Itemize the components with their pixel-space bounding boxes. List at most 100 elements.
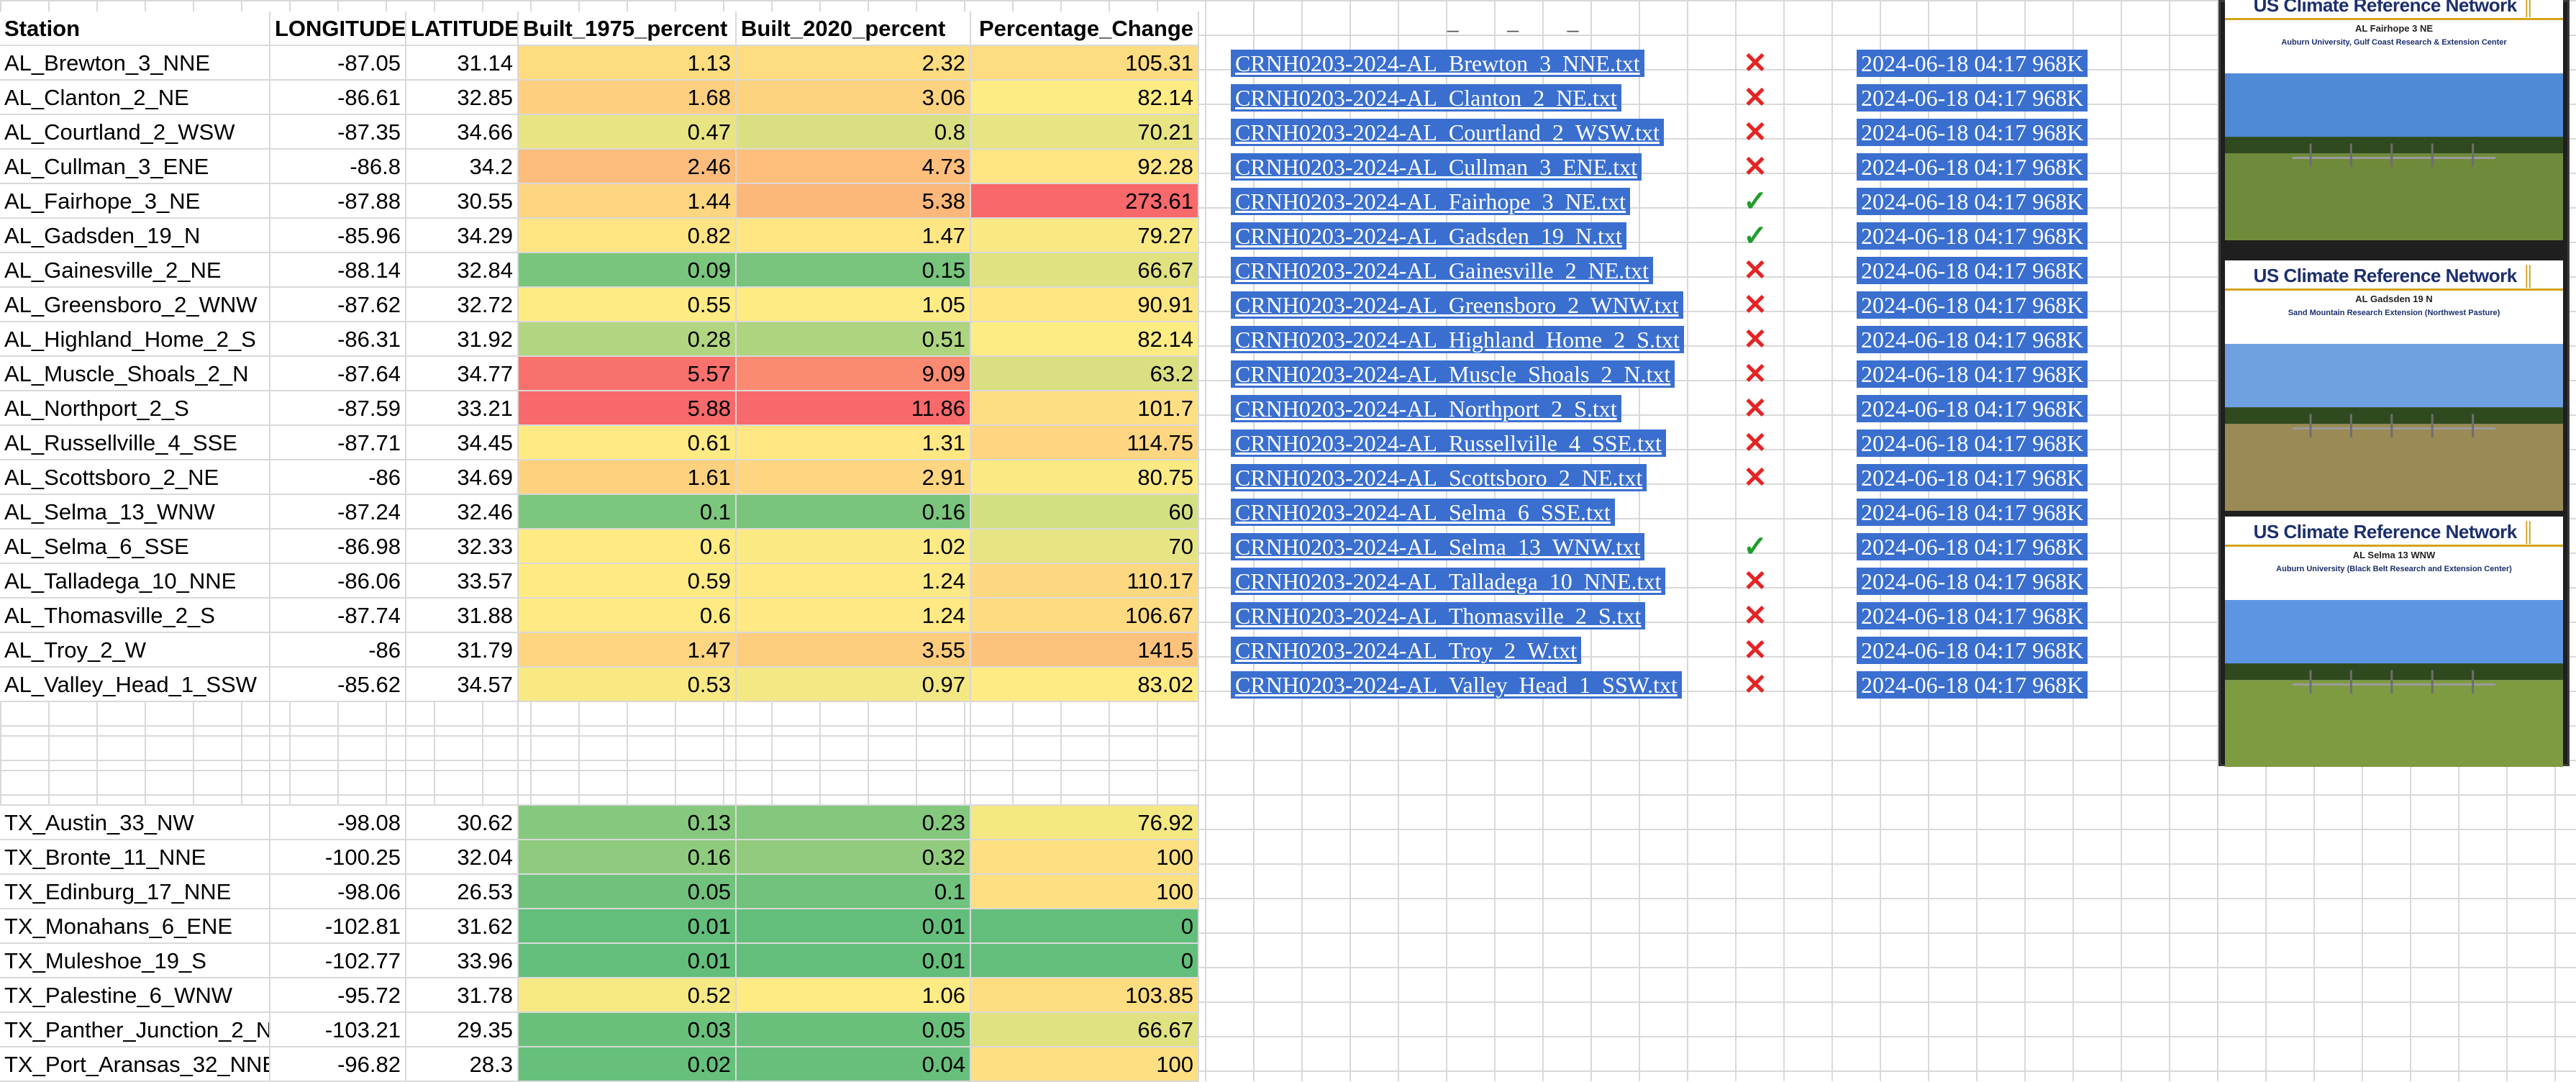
built-1975-cell[interactable]: 0.59 xyxy=(519,564,737,599)
column-header-station[interactable]: Station xyxy=(0,12,270,46)
latitude-cell[interactable]: 32.84 xyxy=(406,253,519,288)
built-1975-cell[interactable]: 0.16 xyxy=(519,840,737,875)
empty-cell[interactable] xyxy=(519,771,737,806)
built-1975-cell[interactable]: 1.13 xyxy=(519,46,737,81)
station-cell[interactable]: AL_Valley_Head_1_SSW xyxy=(0,668,270,702)
latitude-cell[interactable]: 29.35 xyxy=(406,1013,519,1047)
file-link[interactable]: CRNH0203-2024-AL_Gainesville_2_NE.txt xyxy=(1231,257,1654,284)
built-1975-cell[interactable]: 1.61 xyxy=(519,460,737,495)
longitude-cell[interactable]: -86.98 xyxy=(270,529,406,564)
file-link[interactable]: CRNH0203-2024-AL_Russellville_4_SSE.txt xyxy=(1231,429,1666,457)
longitude-cell[interactable]: -87.05 xyxy=(270,46,406,81)
built-2020-cell[interactable]: 0.04 xyxy=(737,1047,971,1082)
empty-cell[interactable] xyxy=(0,771,270,806)
percentage-change-cell[interactable]: 101.7 xyxy=(971,391,1199,426)
station-cell[interactable]: TX_Muleshoe_19_S xyxy=(0,944,270,978)
file-link[interactable]: CRNH0203-2024-AL_Scottsboro_2_NE.txt xyxy=(1231,464,1647,491)
percentage-change-cell[interactable]: 60 xyxy=(971,495,1199,529)
percentage-change-cell[interactable]: 90.91 xyxy=(971,288,1199,322)
station-cell[interactable]: AL_Selma_13_WNW xyxy=(0,495,270,529)
latitude-cell[interactable]: 33.21 xyxy=(406,391,519,426)
percentage-change-cell[interactable]: 106.67 xyxy=(971,599,1199,633)
built-2020-cell[interactable]: 0.01 xyxy=(737,909,971,944)
latitude-cell[interactable]: 34.66 xyxy=(406,115,519,150)
latitude-cell[interactable]: 31.88 xyxy=(406,599,519,633)
built-2020-cell[interactable]: 2.91 xyxy=(737,460,971,495)
empty-cell[interactable] xyxy=(406,771,519,806)
station-photo-card[interactable]: US Climate Reference Network ║ AL Fairhop… xyxy=(2225,0,2563,240)
percentage-change-cell[interactable]: 70.21 xyxy=(971,115,1199,150)
latitude-cell[interactable]: 32.33 xyxy=(406,529,519,564)
longitude-cell[interactable]: -87.35 xyxy=(270,115,406,150)
built-1975-cell[interactable]: 0.52 xyxy=(519,978,737,1013)
built-2020-cell[interactable]: 0.1 xyxy=(737,875,971,909)
station-cell[interactable]: TX_Monahans_6_ENE xyxy=(0,909,270,944)
longitude-cell[interactable]: -86 xyxy=(270,633,406,668)
percentage-change-cell[interactable]: 114.75 xyxy=(971,426,1199,460)
empty-cell[interactable] xyxy=(406,702,519,737)
latitude-cell[interactable]: 31.92 xyxy=(406,322,519,357)
latitude-cell[interactable]: 34.57 xyxy=(406,668,519,702)
file-link[interactable]: CRNH0203-2024-AL_Cullman_3_ENE.txt xyxy=(1231,153,1642,181)
longitude-cell[interactable]: -87.88 xyxy=(270,184,406,219)
built-2020-cell[interactable]: 0.05 xyxy=(737,1013,971,1047)
built-1975-cell[interactable]: 0.53 xyxy=(519,668,737,702)
percentage-change-cell[interactable]: 100 xyxy=(971,840,1199,875)
percentage-change-cell[interactable]: 82.14 xyxy=(971,81,1199,115)
built-1975-cell[interactable]: 0.01 xyxy=(519,909,737,944)
built-1975-cell[interactable]: 0.03 xyxy=(519,1013,737,1047)
percentage-change-cell[interactable]: 0 xyxy=(971,909,1199,944)
station-photo-card[interactable]: US Climate Reference Network ║ AL Selma 1… xyxy=(2225,517,2563,767)
station-cell[interactable]: AL_Brewton_3_NNE xyxy=(0,46,270,81)
longitude-cell[interactable]: -102.81 xyxy=(270,909,406,944)
latitude-cell[interactable]: 31.79 xyxy=(406,633,519,668)
station-cell[interactable]: TX_Bronte_11_NNE xyxy=(0,840,270,875)
built-2020-cell[interactable]: 5.38 xyxy=(737,184,971,219)
latitude-cell[interactable]: 30.55 xyxy=(406,184,519,219)
longitude-cell[interactable]: -87.64 xyxy=(270,357,406,391)
percentage-change-cell[interactable]: 83.02 xyxy=(971,668,1199,702)
percentage-change-cell[interactable]: 63.2 xyxy=(971,357,1199,391)
station-cell[interactable]: AL_Troy_2_W xyxy=(0,633,270,668)
percentage-change-cell[interactable]: 70 xyxy=(971,529,1199,564)
empty-cell[interactable] xyxy=(519,737,737,771)
built-2020-cell[interactable]: 1.47 xyxy=(737,219,971,253)
percentage-change-cell[interactable]: 66.67 xyxy=(971,253,1199,288)
station-cell[interactable]: TX_Port_Aransas_32_NNE xyxy=(0,1047,270,1082)
empty-cell[interactable] xyxy=(737,737,971,771)
built-1975-cell[interactable]: 0.09 xyxy=(519,253,737,288)
built-2020-cell[interactable]: 1.05 xyxy=(737,288,971,322)
built-1975-cell[interactable]: 0.82 xyxy=(519,219,737,253)
file-link[interactable]: CRNH0203-2024-AL_Troy_2_W.txt xyxy=(1231,637,1581,664)
column-header-built-1975[interactable]: Built_1975_percent xyxy=(519,12,737,46)
built-2020-cell[interactable]: 1.24 xyxy=(737,564,971,599)
built-2020-cell[interactable]: 0.15 xyxy=(737,253,971,288)
empty-cell[interactable] xyxy=(406,737,519,771)
latitude-cell[interactable]: 26.53 xyxy=(406,875,519,909)
file-link[interactable]: CRNH0203-2024-AL_Courtland_2_WSW.txt xyxy=(1231,119,1664,146)
built-1975-cell[interactable]: 2.46 xyxy=(519,150,737,184)
percentage-change-cell[interactable]: 103.85 xyxy=(971,978,1199,1013)
built-1975-cell[interactable]: 0.13 xyxy=(519,806,737,840)
longitude-cell[interactable]: -95.72 xyxy=(270,978,406,1013)
longitude-cell[interactable]: -87.74 xyxy=(270,599,406,633)
station-cell[interactable]: TX_Edinburg_17_NNE xyxy=(0,875,270,909)
empty-cell[interactable] xyxy=(270,737,406,771)
built-2020-cell[interactable]: 2.32 xyxy=(737,46,971,81)
longitude-cell[interactable]: -86.06 xyxy=(270,564,406,599)
built-1975-cell[interactable]: 1.47 xyxy=(519,633,737,668)
built-1975-cell[interactable]: 5.88 xyxy=(519,391,737,426)
latitude-cell[interactable]: 34.45 xyxy=(406,426,519,460)
latitude-cell[interactable]: 31.14 xyxy=(406,46,519,81)
percentage-change-cell[interactable]: 76.92 xyxy=(971,806,1199,840)
station-cell[interactable]: AL_Thomasville_2_S xyxy=(0,599,270,633)
latitude-cell[interactable]: 32.85 xyxy=(406,81,519,115)
longitude-cell[interactable]: -103.21 xyxy=(270,1013,406,1047)
empty-cell[interactable] xyxy=(971,771,1199,806)
latitude-cell[interactable]: 32.46 xyxy=(406,495,519,529)
percentage-change-cell[interactable]: 80.75 xyxy=(971,460,1199,495)
file-link[interactable]: CRNH0203-2024-AL_Selma_6_SSE.txt xyxy=(1231,499,1615,526)
longitude-cell[interactable]: -86.8 xyxy=(270,150,406,184)
longitude-cell[interactable]: -88.14 xyxy=(270,253,406,288)
percentage-change-cell[interactable]: 110.17 xyxy=(971,564,1199,599)
